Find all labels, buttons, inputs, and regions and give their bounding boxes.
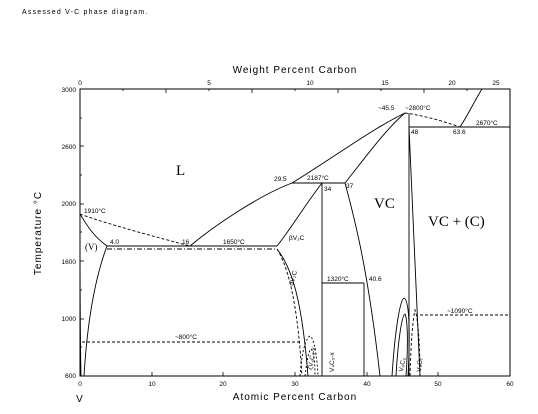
label-comp-34: 34 (324, 186, 332, 193)
bottom-axis-title: Atomic Percent Carbon (233, 392, 357, 403)
phase-beta-v2c: βV₂C (289, 235, 305, 242)
v2c-left-solid (276, 248, 309, 377)
bottom-tick-60: 60 (506, 381, 514, 388)
label-comp-48: 48 (411, 129, 419, 136)
phase-v-solid: (V) (85, 242, 98, 252)
top-axis-title: Weight Percent Carbon (233, 65, 358, 76)
v-liquidus-dashed (79, 213, 191, 247)
label-800: ~800°C (175, 333, 197, 341)
bottom-tick-0: 0 (78, 381, 82, 388)
left-tick-1600: 1600 (62, 259, 77, 266)
phase-vc: VC (374, 196, 395, 212)
phase-zeta: ζV₄C₃-x (307, 346, 318, 370)
label-2187: 2187°C (307, 174, 329, 182)
label-1090: ~1090°C (447, 307, 473, 315)
v6c5-dome (391, 297, 410, 377)
phase-v6c5: V₆C₅ (398, 357, 407, 373)
plot-frame (79, 88, 511, 377)
vc-left-boundary (344, 182, 381, 377)
top-tick-25: 25 (492, 80, 500, 87)
v-solidus-line (79, 213, 108, 247)
phase-v4c3: V₄C₃-x (329, 352, 336, 372)
liquidus-right-dashed (404, 112, 461, 128)
zeta-inner-dome (304, 348, 316, 377)
v-left-boundary (79, 213, 82, 377)
label-1320: 1320°C (327, 275, 349, 283)
graphite-liquidus-line (459, 88, 483, 128)
bottom-tick-10: 10 (148, 381, 156, 388)
bottom-tick-30: 30 (291, 381, 299, 388)
label-comp-4: 4.0 (110, 239, 119, 246)
label-1650: 1650°C (223, 238, 245, 246)
left-tick-3000: 3000 (62, 87, 77, 94)
left-tick-2000: 2000 (62, 201, 77, 208)
phase-v8c7: V₈C₇ (416, 358, 424, 373)
v6c5-inner-dome (395, 313, 408, 377)
element-v-label: V (76, 394, 84, 405)
label-comp-37: 37 (346, 183, 354, 190)
bottom-axis-ticks (79, 372, 511, 376)
v2c-right-upper (276, 182, 323, 247)
figure-caption: Assessed V-C phase diagram. (22, 9, 149, 16)
liquidus-v2c-line (189, 182, 293, 247)
v8c7-dome (409, 308, 421, 377)
phase-vc-plus-c: VC + (C) (428, 214, 485, 230)
vc-c-boundary (408, 126, 421, 377)
label-2670: 2670°C (476, 119, 498, 127)
liquidus-vc-left (344, 112, 406, 184)
label-comp-29-5: 29.5 (274, 176, 287, 183)
left-axis-title: Temperature °C (33, 191, 44, 275)
left-tick-1000: 1000 (62, 316, 77, 323)
phase-boundaries (79, 88, 510, 377)
top-axis-ticks (79, 89, 511, 93)
top-tick-20: 20 (448, 80, 456, 87)
left-tick-2600: 2600 (62, 144, 77, 151)
bottom-tick-50: 50 (434, 381, 442, 388)
left-tick-600: 600 (65, 373, 76, 380)
top-tick-10: 10 (306, 80, 314, 87)
label-comp-63-6: 63.6 (453, 129, 466, 136)
label-2800: ~2800°C (405, 104, 431, 112)
top-tick-0: 0 (78, 80, 82, 87)
label-comp-45-5: ~45.5 (378, 105, 395, 112)
v-solvus-line (83, 245, 108, 377)
phase-liquid: L (176, 163, 185, 179)
liquidus-upper-line (291, 112, 406, 184)
label-comp-16: 16 (182, 239, 190, 246)
label-1910: 1910°C (84, 207, 106, 215)
v2c-left-dashed (276, 248, 303, 377)
phase-alpha-v2c: αV₂C (288, 270, 299, 287)
bottom-tick-20: 20 (219, 381, 227, 388)
top-tick-15: 15 (381, 80, 389, 87)
bottom-tick-40: 40 (363, 381, 371, 388)
label-comp-40-6: 40.6 (369, 276, 382, 283)
top-tick-5: 5 (207, 80, 211, 87)
